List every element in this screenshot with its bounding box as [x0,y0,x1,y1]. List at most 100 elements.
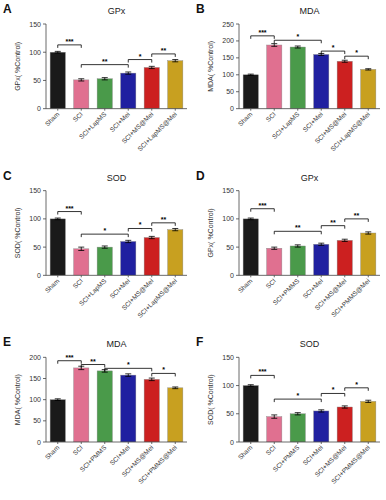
x-tick [368,442,369,444]
y-tick [43,399,46,400]
error-cap [102,248,108,249]
x-tick [297,442,298,444]
significance-bracket [251,375,275,378]
bar [267,248,282,275]
bar [290,246,305,275]
x-tick-label: Sham [236,444,253,461]
bar [314,244,329,275]
error-cap [172,230,178,231]
y-tick [236,247,239,248]
y-tick [43,275,46,276]
y-tick-label: 150 [29,375,41,382]
y-axis [46,357,47,442]
bar [267,417,282,442]
x-axis [239,442,380,443]
significance-bracket [345,56,369,59]
error-bar [342,239,348,241]
error-cap [248,386,254,387]
error-stem [81,247,82,250]
x-tick-label: SCI [71,277,84,290]
title: SOD [107,173,127,183]
title: GPx [108,6,126,16]
error-cap [248,74,254,75]
error-cap [248,384,254,385]
panel-label: A [3,2,12,16]
error-cap [295,48,301,49]
error-bar [271,44,277,47]
x-tick [151,275,152,277]
panel-label: C [3,169,12,183]
error-cap [102,79,108,80]
y-tick [43,52,46,53]
error-cap [295,414,301,415]
bar [361,401,376,442]
error-bar [248,218,254,220]
y-tick-label: 0 [37,272,41,279]
error-cap [55,400,61,401]
error-cap [248,75,254,76]
bar [337,61,352,108]
error-cap [271,46,277,47]
y-tick [236,442,239,443]
x-tick-label: Sham [43,444,60,461]
panel: CSODSOD( %Control)050100150*******ShamSC… [3,169,187,320]
error-bar [365,69,371,70]
error-cap [102,245,108,246]
x-tick-label: Sham [236,277,253,294]
bar [168,230,183,276]
y-tick-label: 50 [33,417,41,424]
x-tick [175,275,176,277]
x-tick [175,109,176,111]
bar [290,414,305,442]
bar [314,54,329,108]
bar [50,400,65,442]
x-tick [250,442,251,444]
y-tick-label: 200 [222,37,234,44]
y-tick-label: 50 [33,77,41,84]
y-axis-label: MDA( %Control) [14,374,22,425]
bar [168,61,183,109]
y-tick-label: 150 [29,21,41,28]
y-tick-label: 100 [29,215,41,222]
error-bar [271,415,277,418]
significance-label: * [332,386,335,393]
y-axis [239,191,240,276]
bar [314,411,329,442]
x-tick-label: Sham [43,277,60,294]
x-tick [104,109,105,111]
error-cap [342,241,348,242]
x-tick-label: SCI+LapMS@Mei [136,110,179,153]
bar [267,45,282,109]
title: SOD [300,339,320,349]
bar [337,240,352,275]
significance-bracket [321,393,345,396]
y-tick-label: 100 [222,382,234,389]
error-bar [295,413,301,415]
error-bar [295,245,301,247]
error-cap [78,81,84,82]
error-stem [274,44,275,47]
x-tick [297,109,298,111]
error-cap [172,388,178,389]
y-tick [236,218,239,219]
x-axis [46,108,187,109]
x-tick [81,275,82,277]
x-tick-label: SCI [71,110,84,123]
error-cap [149,238,155,239]
error-cap [55,51,61,52]
y-tick [236,190,239,191]
significance-label: * [139,221,142,228]
significance-bracket [152,373,176,376]
x-tick-label: SCI+PMMS@Mei [137,444,178,485]
error-bar [318,243,324,245]
error-bar [342,60,348,62]
error-cap [365,234,371,235]
x-tick [81,442,82,444]
x-tick-label: SCI+PMMS [271,443,301,473]
x-tick [151,442,152,444]
error-cap [271,249,277,250]
x-tick [175,442,176,444]
significance-bracket [58,361,82,364]
error-bar [55,399,61,401]
bar [74,368,89,442]
